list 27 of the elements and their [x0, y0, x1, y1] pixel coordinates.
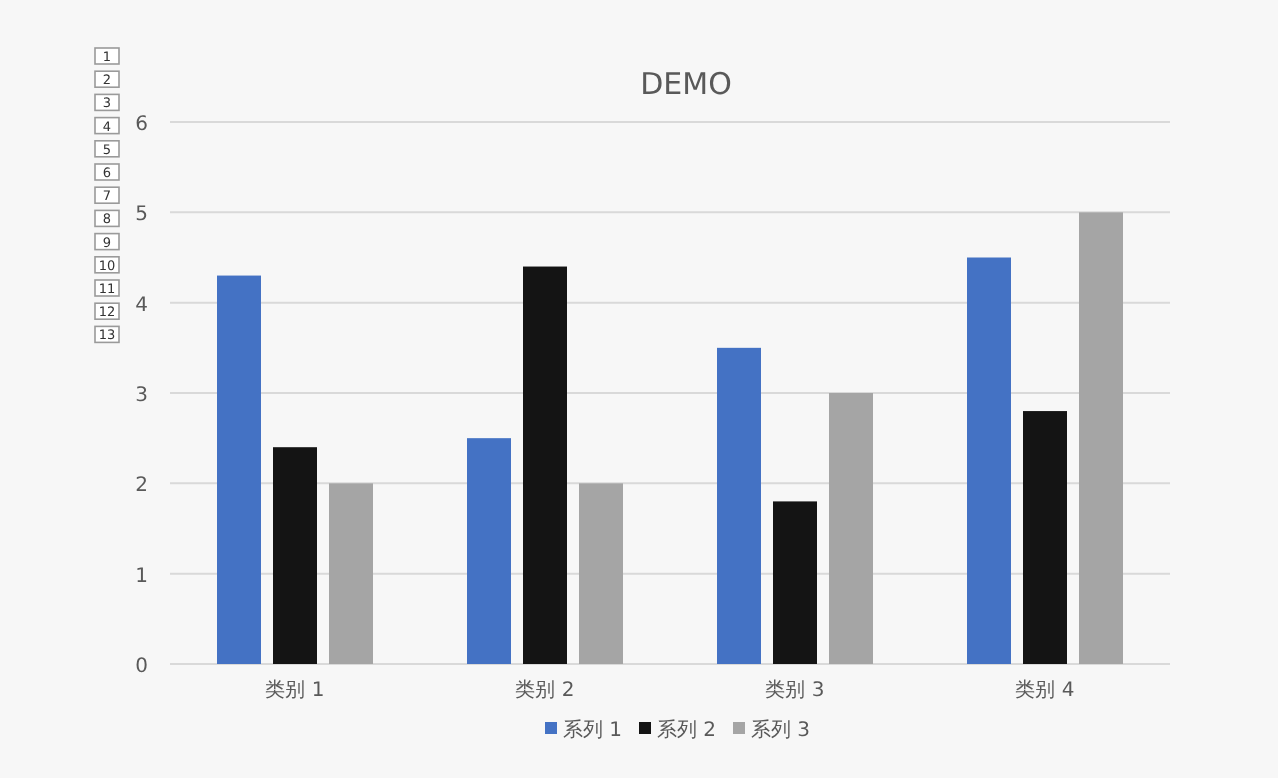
bar — [773, 501, 817, 664]
bar — [579, 483, 623, 664]
y-tick-label: 6 — [135, 114, 148, 136]
y-tick-label: 3 — [135, 385, 148, 407]
x-tick-label: 类别 3 — [765, 678, 825, 702]
bar — [273, 447, 317, 664]
bar — [829, 393, 873, 664]
bar — [967, 257, 1011, 664]
bar — [717, 347, 761, 664]
x-tick-label: 类别 4 — [1015, 678, 1075, 702]
y-tick-label: 4 — [135, 294, 148, 317]
bar — [523, 266, 567, 664]
legend-label: 系列 1 — [563, 718, 623, 742]
y-tick-label: 2 — [135, 475, 148, 498]
chart-title: DEMO — [640, 66, 732, 102]
y-tick-label: 5 — [135, 204, 148, 227]
bar — [329, 483, 373, 664]
x-tick-label: 类别 2 — [515, 678, 575, 702]
legend-label: 系列 3 — [751, 718, 811, 742]
x-tick-label: 类别 1 — [265, 678, 325, 702]
bar — [217, 275, 261, 664]
legend-label: 系列 2 — [657, 718, 717, 742]
bar — [1023, 411, 1067, 664]
bar — [467, 438, 511, 664]
y-tick-label: 1 — [135, 565, 148, 588]
bar — [1079, 212, 1123, 664]
y-tick-label: 0 — [135, 656, 148, 678]
